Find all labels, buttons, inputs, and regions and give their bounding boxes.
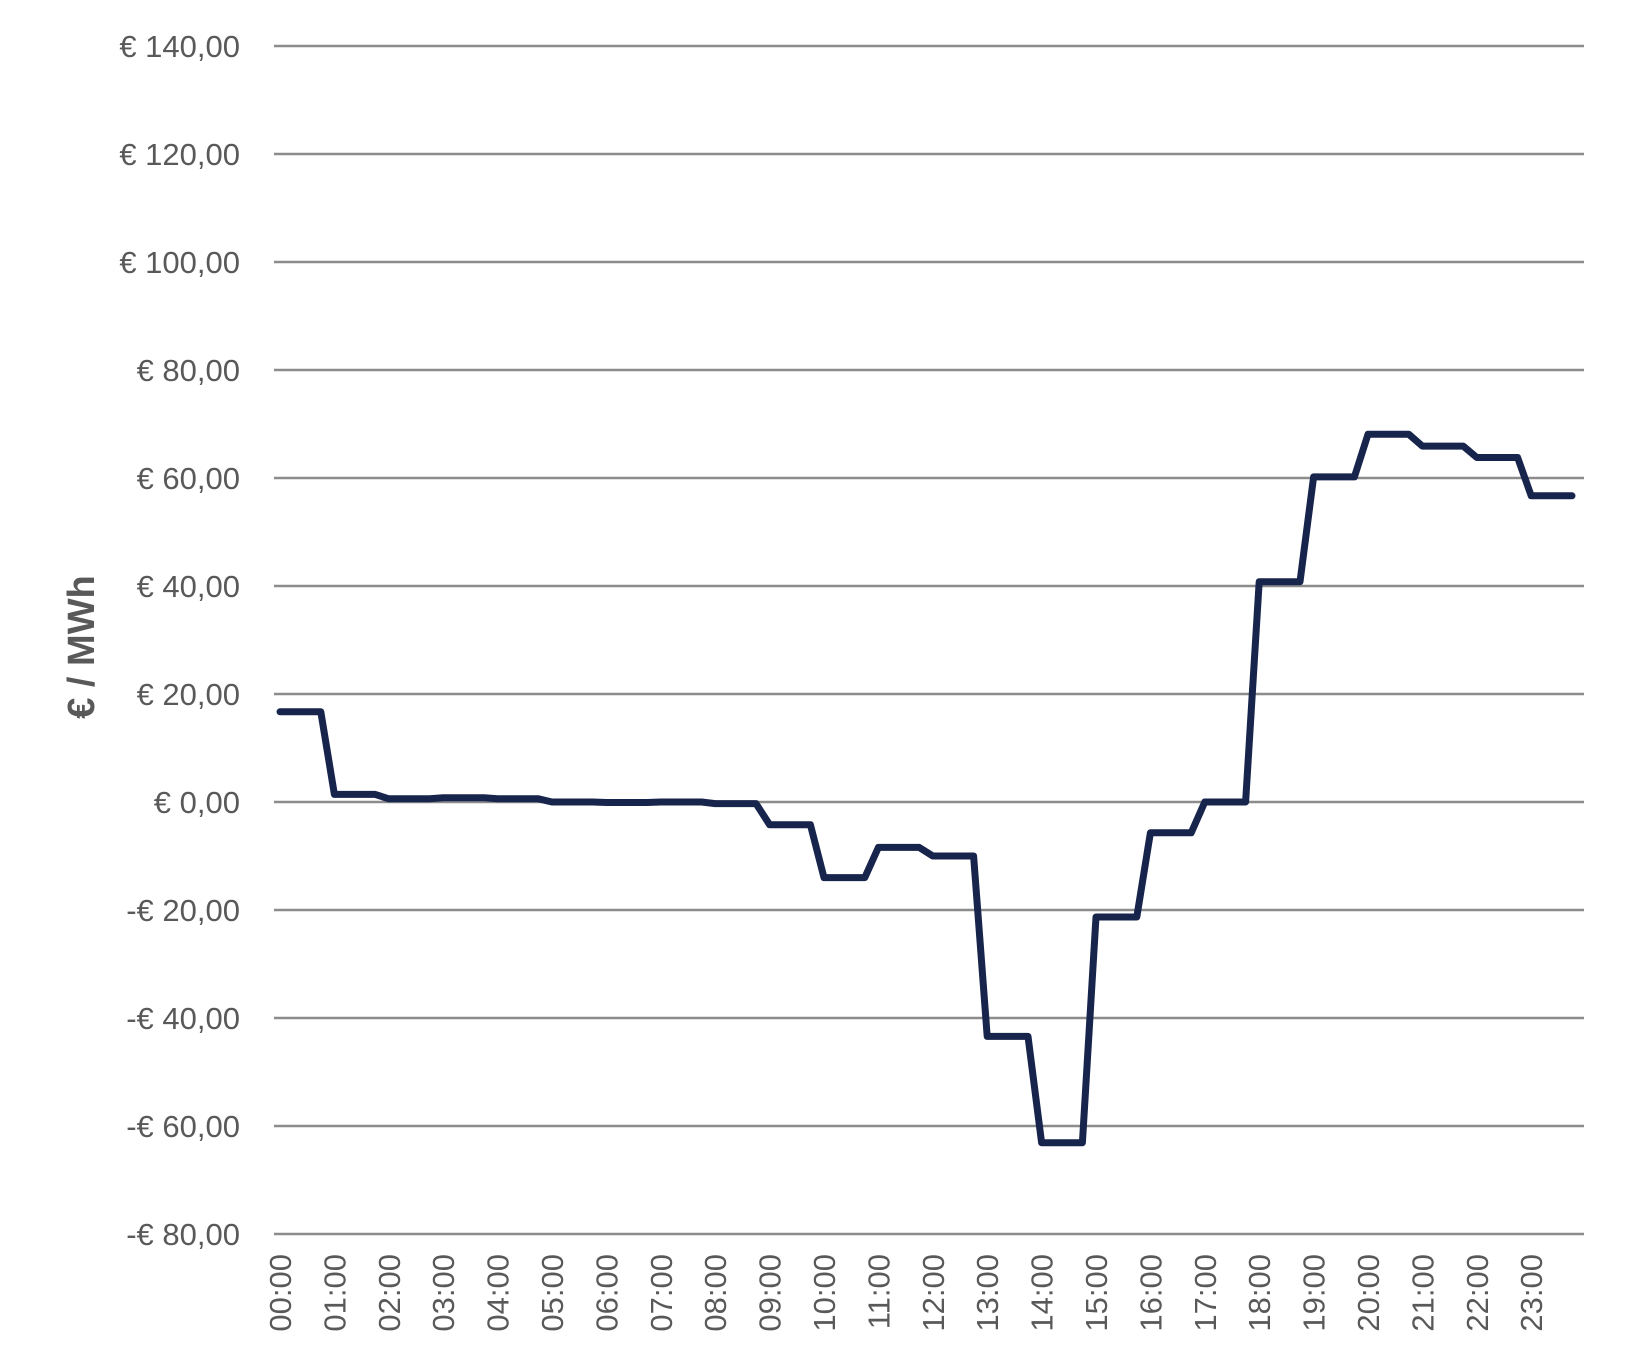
y-tick-label: € 40,00	[137, 569, 240, 604]
x-axis-tick-labels: 00:00 01:00 02:00 03:00 04:00 05:00 06:00 07:00…	[263, 1254, 1549, 1332]
x-tick-label: 04:00	[481, 1254, 516, 1332]
x-tick-label: 02:00	[372, 1254, 407, 1332]
y-tick-label: € 80,00	[137, 353, 240, 388]
x-tick-label: 08:00	[698, 1254, 733, 1332]
y-tick-label: € 100,00	[119, 245, 240, 280]
x-tick-label: 09:00	[753, 1254, 788, 1332]
y-tick-label: -€ 80,00	[126, 1217, 240, 1252]
x-tick-label: 23:00	[1514, 1254, 1549, 1332]
x-tick-label: 13:00	[970, 1254, 1005, 1332]
x-tick-label: 17:00	[1188, 1254, 1223, 1332]
y-tick-label: € 120,00	[119, 137, 240, 172]
x-tick-label: 00:00	[263, 1254, 298, 1332]
y-tick-label: -€ 60,00	[126, 1109, 240, 1144]
y-tick-label: € 20,00	[137, 677, 240, 712]
y-tick-label: € 140,00	[119, 29, 240, 64]
x-tick-label: 18:00	[1242, 1254, 1277, 1332]
y-axis-tick-labels: € 140,00 € 120,00 € 100,00 € 80,00 € 60,00 € …	[119, 29, 240, 1252]
x-tick-label: 07:00	[644, 1254, 679, 1332]
x-tick-label: 20:00	[1351, 1254, 1386, 1332]
x-tick-label: 06:00	[589, 1254, 624, 1332]
x-tick-label: 15:00	[1079, 1254, 1114, 1332]
x-tick-label: 21:00	[1405, 1254, 1440, 1332]
x-tick-label: 19:00	[1297, 1254, 1332, 1332]
y-tick-label: € 60,00	[137, 461, 240, 496]
x-tick-label: 12:00	[916, 1254, 951, 1332]
x-tick-label: 14:00	[1025, 1254, 1060, 1332]
x-tick-label: 01:00	[317, 1254, 352, 1332]
price-series-line	[276, 430, 1576, 1147]
x-tick-label: 11:00	[861, 1254, 896, 1329]
x-tick-label: 05:00	[535, 1254, 570, 1332]
y-axis-title: € / MWh	[61, 575, 103, 719]
y-tick-label: € 0,00	[154, 785, 240, 820]
y-tick-label: -€ 20,00	[126, 893, 240, 928]
gridlines	[274, 44, 1584, 1236]
x-tick-label: 10:00	[807, 1254, 842, 1332]
x-tick-label: 03:00	[426, 1254, 461, 1332]
x-tick-label: 16:00	[1133, 1254, 1168, 1332]
series-line-group	[276, 430, 1576, 1147]
x-tick-label: 22:00	[1460, 1254, 1495, 1332]
y-tick-label: -€ 40,00	[126, 1001, 240, 1036]
